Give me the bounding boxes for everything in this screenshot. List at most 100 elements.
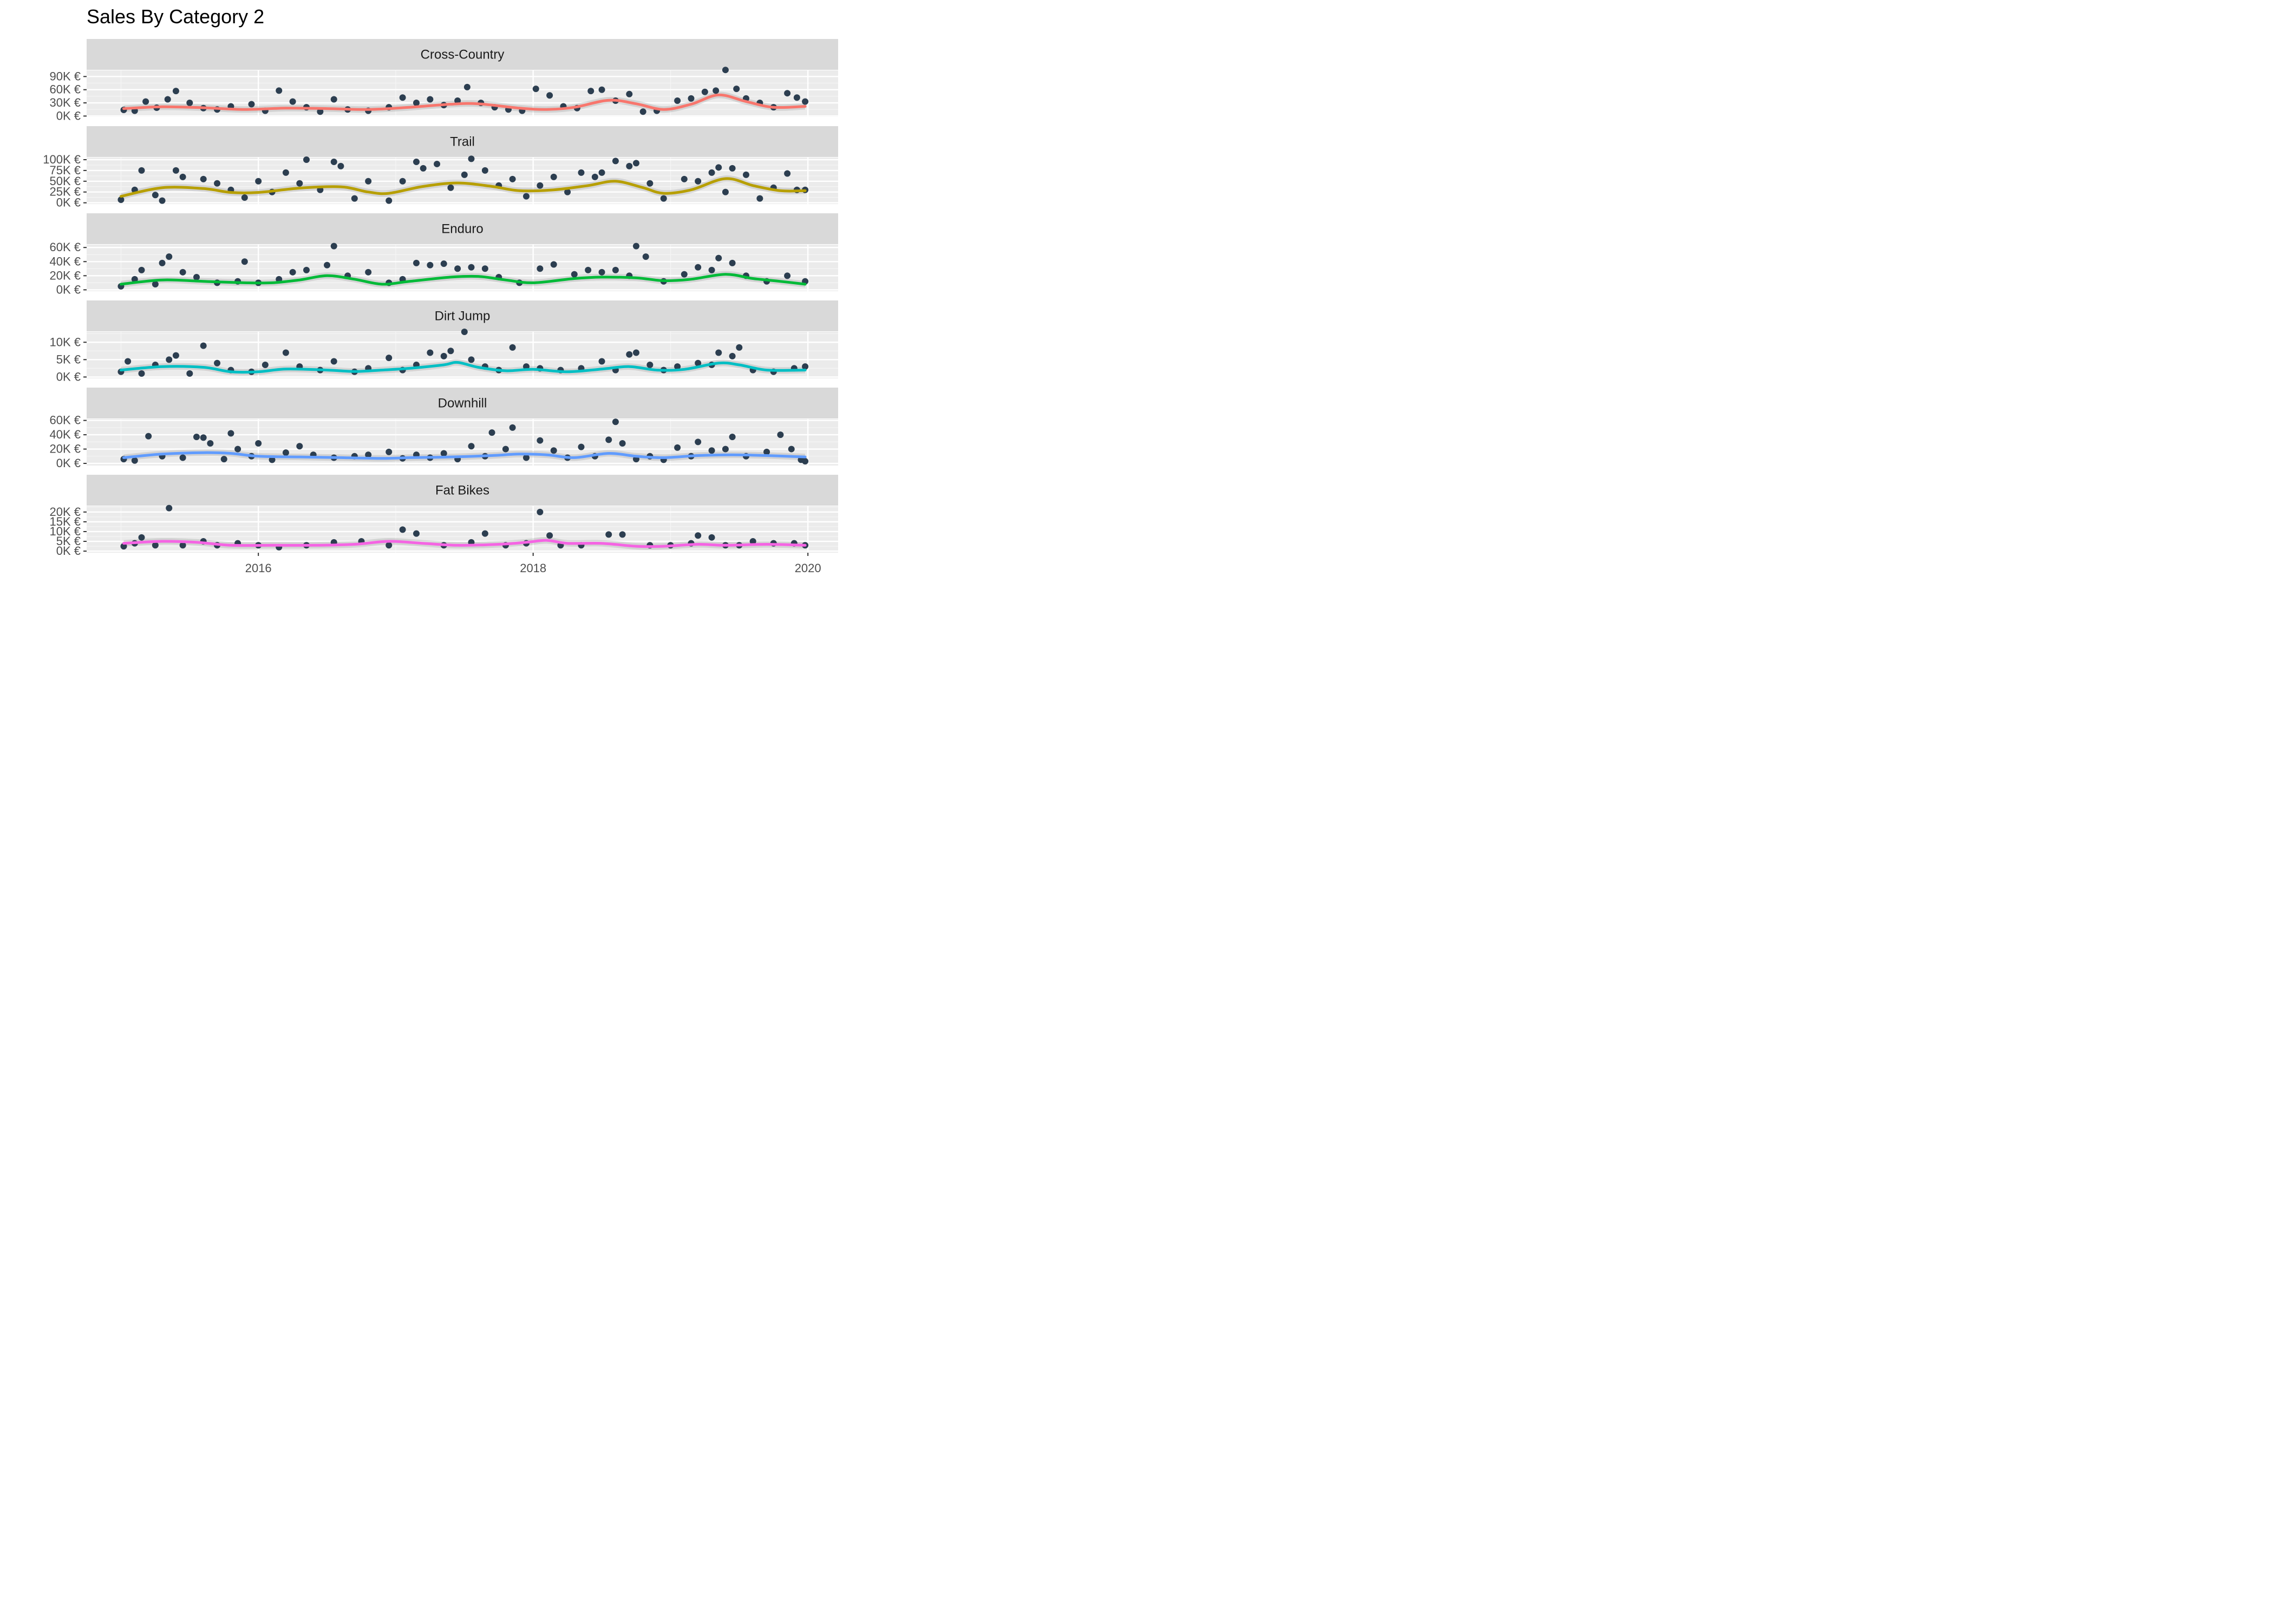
data-point <box>440 352 447 359</box>
data-point <box>255 178 262 185</box>
data-point <box>612 266 619 273</box>
data-point <box>639 108 646 115</box>
y-tick-label: 25K € <box>50 185 81 199</box>
data-point <box>131 276 138 283</box>
data-point <box>571 271 578 278</box>
data-point <box>550 447 557 454</box>
data-point <box>200 175 207 182</box>
facet-strip-downhill <box>87 388 838 418</box>
data-point <box>681 175 688 182</box>
data-point <box>241 194 248 201</box>
data-point <box>413 530 420 537</box>
data-point <box>152 542 159 549</box>
data-point <box>674 444 681 451</box>
data-point <box>626 162 633 169</box>
data-point <box>427 349 434 356</box>
facet-label-cross-country: Cross-Country <box>421 48 505 62</box>
data-point <box>461 329 468 335</box>
data-point <box>179 269 186 276</box>
data-point <box>138 167 145 174</box>
data-point <box>303 266 310 273</box>
data-point <box>626 351 633 358</box>
data-point <box>440 260 447 267</box>
y-tick-label: 0K € <box>56 196 81 209</box>
facet-strip-cross-country <box>87 39 838 70</box>
data-point <box>713 87 720 94</box>
y-tick-label: 60K € <box>50 414 81 427</box>
x-tick-label: 2018 <box>520 561 546 575</box>
data-point <box>193 434 200 441</box>
data-point <box>729 165 736 172</box>
data-point <box>159 197 166 204</box>
data-point <box>468 155 475 162</box>
y-tick-label: 90K € <box>50 69 81 83</box>
x-tick-label: 2020 <box>795 561 821 575</box>
data-point <box>241 258 248 265</box>
data-point <box>708 266 715 273</box>
trend-line-trail <box>119 177 807 198</box>
data-point <box>729 352 736 359</box>
y-tick-label: 100K € <box>43 153 81 166</box>
data-point <box>715 349 722 356</box>
data-point <box>365 178 372 185</box>
data-point <box>434 160 441 167</box>
data-point <box>385 197 393 204</box>
facet-label-enduro: Enduro <box>441 222 483 237</box>
data-point <box>234 446 241 453</box>
y-tick-label: 20K € <box>50 442 81 456</box>
data-point <box>626 90 633 97</box>
data-point <box>522 193 530 200</box>
data-point <box>427 261 434 269</box>
y-tick-label: 75K € <box>50 163 81 177</box>
data-point <box>733 86 740 93</box>
data-point <box>695 438 702 446</box>
data-point <box>587 88 594 95</box>
data-point <box>605 531 612 538</box>
data-point <box>179 542 186 549</box>
y-tick-label: 10K € <box>50 335 81 349</box>
data-point <box>142 98 149 105</box>
data-point <box>282 349 289 356</box>
data-point <box>612 158 619 165</box>
y-tick-label: 0K € <box>56 544 81 558</box>
data-point <box>756 195 763 202</box>
data-point <box>262 361 269 368</box>
data-point <box>179 173 186 180</box>
data-point <box>695 532 702 539</box>
data-point <box>365 269 372 276</box>
data-point <box>468 356 475 363</box>
data-point <box>131 457 138 464</box>
data-point <box>337 162 344 169</box>
data-point <box>578 169 585 176</box>
data-point <box>550 261 557 268</box>
data-point <box>468 264 475 271</box>
data-point <box>708 169 715 176</box>
chart-title: Sales By Category 2 <box>87 5 265 28</box>
data-point <box>152 192 159 199</box>
data-point <box>598 169 605 176</box>
data-point <box>454 265 461 272</box>
data-point <box>546 532 553 539</box>
data-point <box>454 97 461 104</box>
data-point <box>802 458 809 465</box>
data-point <box>166 356 173 363</box>
y-tick-label: 30K € <box>50 96 81 109</box>
data-point <box>248 101 255 108</box>
data-point <box>598 269 605 276</box>
data-point <box>330 158 337 165</box>
trend-line-downhill <box>122 451 807 460</box>
data-point <box>729 434 736 441</box>
data-point <box>227 430 234 437</box>
data-point <box>385 355 393 362</box>
data-point <box>330 96 337 103</box>
confidence-band-enduro <box>121 271 806 288</box>
data-point <box>742 171 749 178</box>
data-point <box>481 167 488 174</box>
data-point <box>413 158 420 165</box>
facet-strip-trail <box>87 126 838 157</box>
trend-line-fat-bikes <box>122 539 807 548</box>
data-point <box>695 359 702 366</box>
data-point <box>461 171 468 178</box>
data-point <box>591 173 598 180</box>
